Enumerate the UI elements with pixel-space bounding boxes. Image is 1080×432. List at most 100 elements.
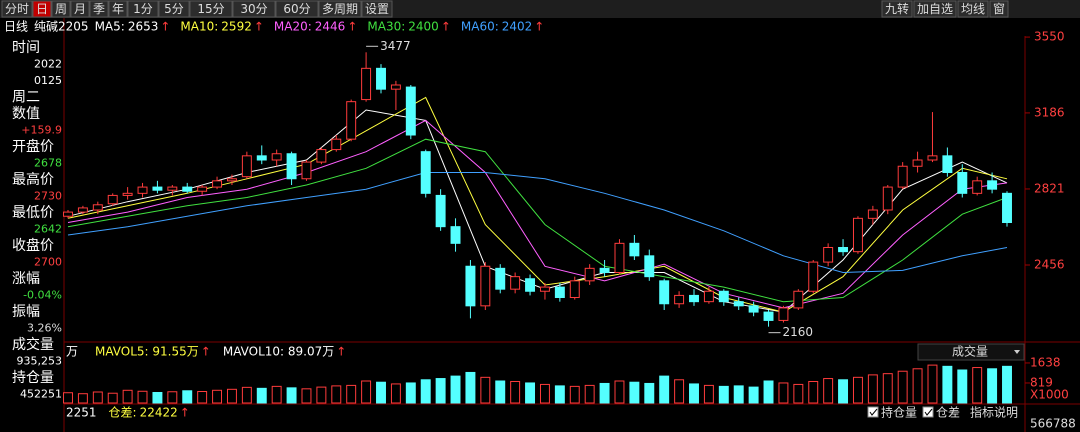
tool-label[interactable]: 加自选 (917, 2, 953, 16)
candle-body (808, 261, 819, 292)
tool-label[interactable]: 均线 (961, 2, 985, 16)
tab[interactable] (361, 0, 393, 18)
ma-trend: ↑ (441, 20, 451, 34)
tab-label[interactable]: 30分 (240, 2, 267, 16)
tab-label[interactable]: 1分 (133, 2, 153, 16)
volume-bar (927, 364, 938, 404)
volume-bar (852, 376, 863, 404)
tab[interactable] (275, 0, 319, 18)
tab[interactable] (1, 0, 33, 18)
checkbox[interactable] (922, 406, 934, 418)
candle-body (405, 86, 416, 136)
tab[interactable] (51, 0, 71, 18)
tab-label[interactable]: 季 (93, 2, 105, 16)
candle-body (867, 209, 878, 219)
volume-bar (331, 385, 342, 404)
candle-body (361, 67, 372, 101)
checkmark (924, 408, 933, 416)
extreme-label: 2160 (783, 325, 814, 339)
diff-trend: ↑ (180, 406, 190, 420)
tool-button[interactable] (913, 0, 957, 18)
tool-label[interactable]: 窗 (993, 2, 1005, 16)
sidebar-text: 935,253 (17, 355, 63, 368)
tab-label[interactable]: 月 (74, 2, 86, 16)
tab-label[interactable]: 多周期 (322, 2, 358, 16)
volume-bar (241, 386, 252, 404)
tab-label[interactable]: 15分 (197, 2, 224, 16)
tab[interactable] (318, 0, 362, 18)
candle-body (495, 267, 506, 290)
tab-label[interactable]: 60分 (283, 2, 310, 16)
checkbox[interactable] (867, 406, 879, 418)
volume-bar (390, 383, 401, 404)
indicator-help[interactable]: 指标说明 (970, 405, 1018, 420)
tab[interactable] (108, 0, 128, 18)
tab-label[interactable]: 日 (36, 2, 48, 16)
candle-body (301, 161, 312, 180)
volume-bar (1002, 365, 1012, 404)
candle-body (182, 186, 193, 192)
diff-name: 仓差: (109, 406, 137, 420)
y-tick-label: 2821 (1034, 181, 1065, 195)
tab-label[interactable]: 周 (55, 2, 67, 16)
candle-body (435, 194, 446, 228)
tab-label[interactable]: 5分 (164, 2, 184, 16)
tab-label[interactable]: 设置 (365, 2, 389, 16)
tab[interactable] (127, 0, 159, 18)
volume-bar (778, 382, 789, 404)
volume-cut: 万 (66, 345, 78, 359)
volume-bar (450, 375, 461, 404)
tab[interactable] (232, 0, 276, 18)
tool-label[interactable]: 九转 (885, 1, 909, 16)
volume-bar (510, 380, 521, 404)
candle-body (584, 267, 595, 282)
volume-bar (763, 380, 774, 404)
tab[interactable] (158, 0, 190, 18)
tab-label[interactable]: 分时 (5, 2, 29, 16)
volume-bar (718, 385, 729, 404)
candle-body (763, 311, 774, 321)
candle-body (390, 84, 401, 90)
candle-body (331, 138, 342, 151)
tool-button[interactable] (989, 0, 1009, 18)
volume-bar (271, 385, 282, 404)
volume-bar (152, 391, 163, 404)
candle-body (957, 172, 968, 194)
sidebar-text: 2678 (34, 157, 62, 170)
candle-body (480, 265, 491, 307)
tool-button[interactable] (881, 0, 913, 18)
ma-trend: ↑ (347, 20, 357, 34)
sidebar-text: 最低价 (12, 205, 54, 221)
volume-bar (897, 370, 908, 404)
candle-body (510, 276, 521, 290)
tab[interactable] (189, 0, 233, 18)
volume-bar (122, 389, 133, 404)
candle-body (569, 280, 580, 299)
indicator-dropdown[interactable] (917, 343, 1025, 361)
candle-body (823, 247, 834, 263)
candle-body (420, 151, 431, 194)
tab[interactable] (70, 0, 90, 18)
candle-body (882, 186, 893, 211)
sidebar-text: 2700 (34, 256, 62, 269)
volume-bar (316, 386, 327, 404)
volume-tick-label: 819 (1030, 375, 1053, 389)
candle-body (465, 265, 476, 307)
y-tick-label: 3550 (1034, 30, 1065, 44)
tab[interactable] (32, 0, 52, 18)
tab-label[interactable]: 年 (112, 2, 124, 16)
volume-bar (584, 384, 595, 404)
candle-body (212, 180, 223, 188)
tab[interactable] (89, 0, 109, 18)
volume-bar (733, 385, 744, 404)
volume-bar (882, 373, 893, 404)
candle-body (689, 294, 699, 303)
tool-button[interactable] (957, 0, 989, 18)
volume-bar (823, 378, 834, 404)
volume-bar (569, 385, 580, 404)
sidebar-text: 涨幅 (12, 271, 40, 287)
ma-line (67, 138, 1008, 303)
volume-bar (301, 388, 312, 404)
volume-bar (957, 369, 968, 404)
